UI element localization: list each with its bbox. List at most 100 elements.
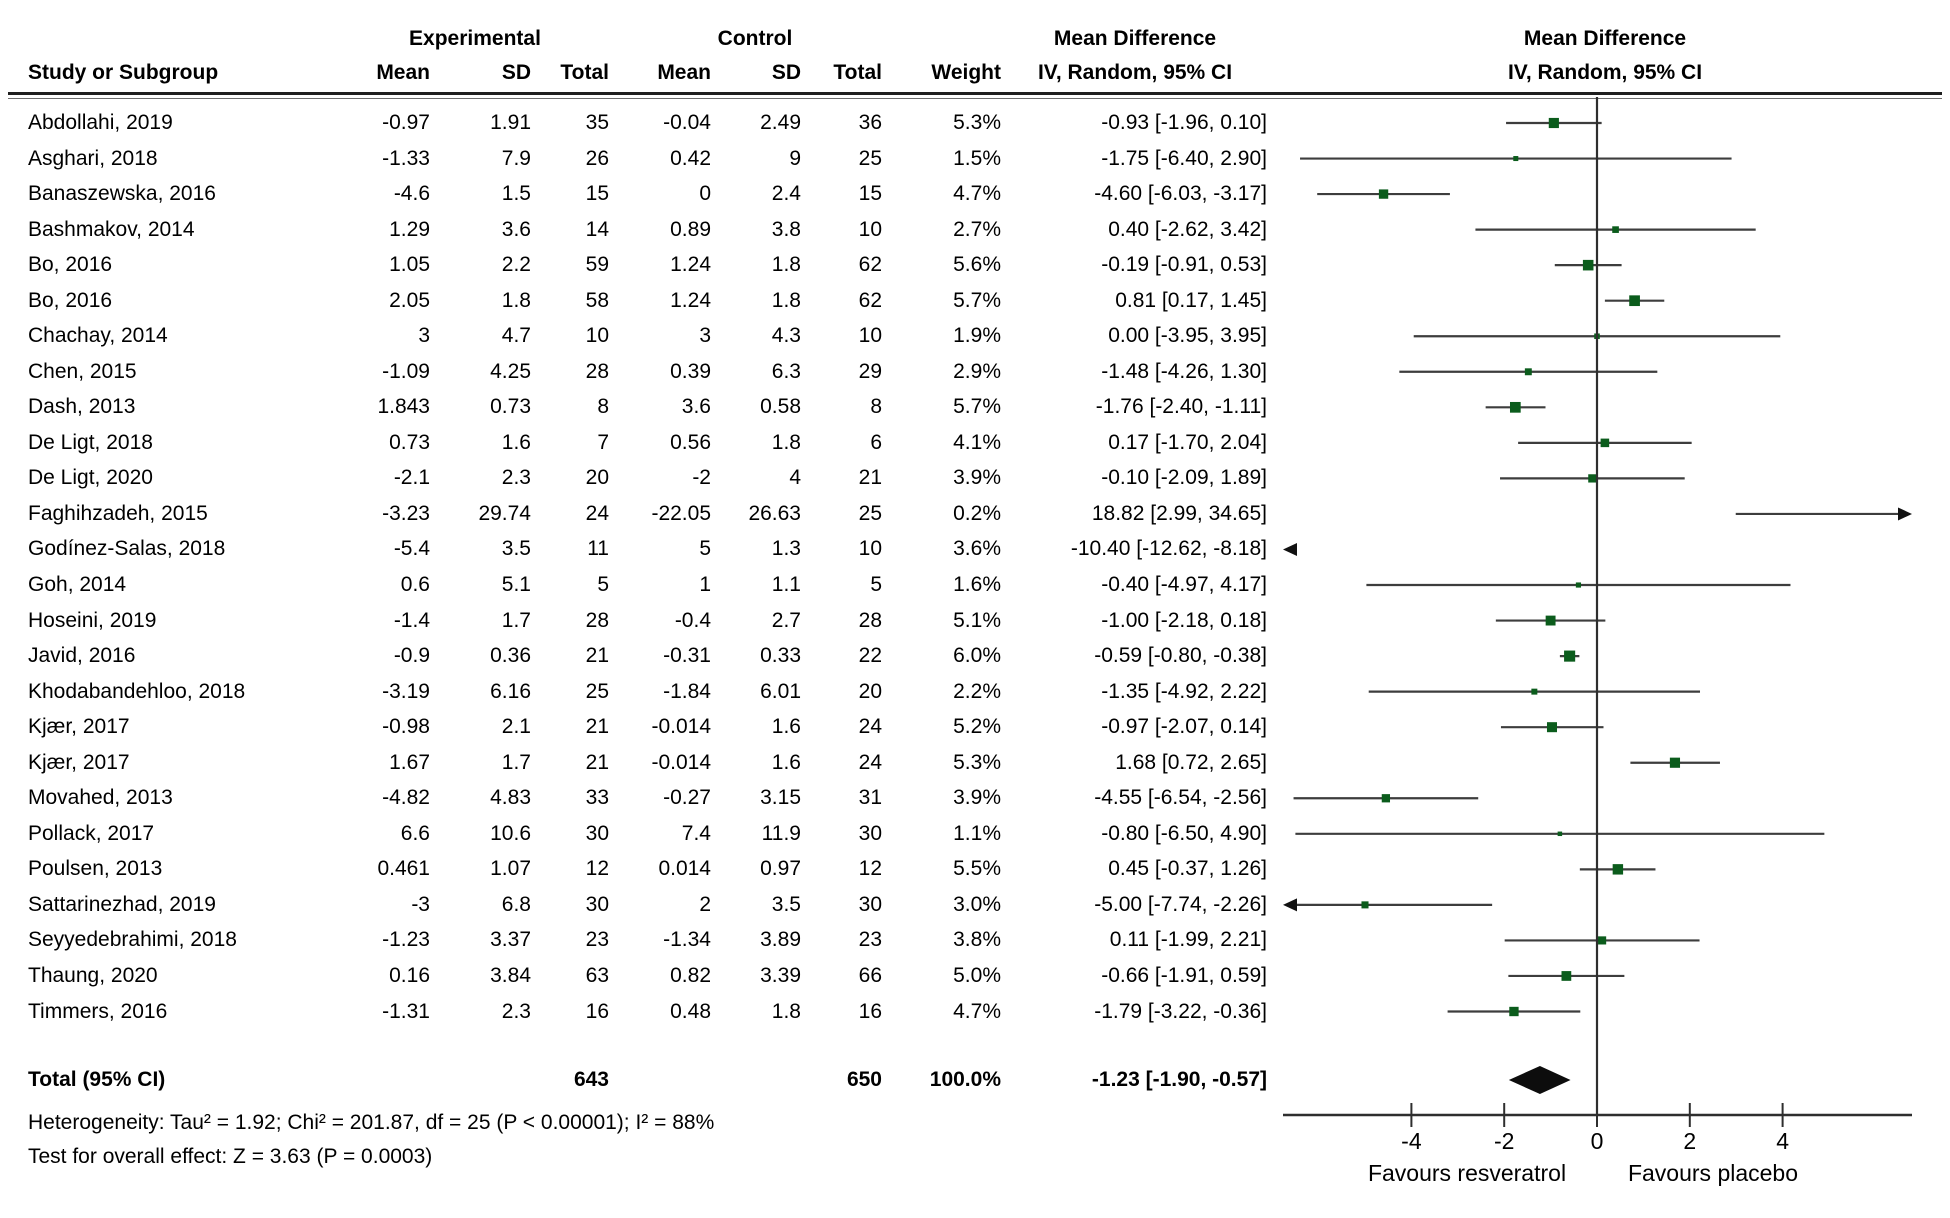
study-weight: 2.7%	[953, 218, 1001, 241]
axis-tick-label: 2	[1683, 1128, 1697, 1154]
study-md: -1.75 [-6.40, 2.90]	[1101, 147, 1267, 170]
study-ctrl-sd: 1.6	[771, 751, 801, 774]
study-name: Godínez-Salas, 2018	[28, 537, 226, 560]
study-ctrl-sd: 1.3	[771, 537, 801, 560]
study-ctrl-sd: 0.33	[760, 644, 801, 667]
study-weight: 3.8%	[953, 928, 1001, 951]
study-name: Movahed, 2013	[28, 786, 173, 809]
study-ctrl-mean: 3.6	[681, 395, 711, 418]
study-ctrl-mean: 0	[699, 182, 711, 205]
study-md: -0.93 [-1.96, 0.10]	[1101, 111, 1267, 134]
study-name: Banaszewska, 2016	[28, 182, 216, 205]
study-name: Hoseini, 2019	[28, 609, 157, 632]
study-exp-sd: 1.7	[501, 751, 531, 774]
study-ctrl-sd: 1.6	[771, 715, 801, 738]
study-exp-mean: -3	[411, 893, 430, 916]
study-name: Bo, 2016	[28, 289, 113, 312]
study-name: Chachay, 2014	[28, 324, 168, 347]
study-ctrl-total: 28	[858, 609, 882, 632]
study-exp-mean: 0.73	[389, 431, 430, 454]
study-md: 0.81 [0.17, 1.45]	[1115, 289, 1267, 312]
study-exp-total: 16	[585, 1000, 609, 1023]
study-ctrl-mean: -0.27	[663, 786, 711, 809]
study-md: 0.11 [-1.99, 2.21]	[1109, 928, 1267, 951]
study-md: -1.00 [-2.18, 0.18]	[1101, 609, 1267, 632]
point-estimate-square	[1378, 189, 1389, 199]
study-weight: 0.2%	[953, 502, 1001, 525]
study-exp-mean: -3.19	[382, 680, 430, 703]
study-ctrl-total: 24	[858, 751, 882, 774]
study-exp-total: 28	[585, 609, 609, 632]
column-header-ctrl-sd: SD	[771, 61, 801, 84]
point-estimate-square	[1598, 936, 1607, 945]
study-ctrl-mean: -0.4	[674, 609, 711, 632]
study-name: Asghari, 2018	[28, 147, 158, 170]
study-ctrl-sd: 3.89	[760, 928, 801, 951]
right-arrow-icon	[1898, 507, 1912, 521]
study-ctrl-sd: 1.8	[771, 1000, 801, 1023]
column-header-exp-mean: Mean	[376, 61, 430, 84]
point-estimate-square	[1545, 615, 1556, 626]
study-ctrl-total: 25	[858, 502, 882, 525]
study-weight: 1.5%	[953, 147, 1001, 170]
study-name: Khodabandehloo, 2018	[28, 680, 246, 703]
point-estimate-square	[1669, 757, 1681, 768]
study-exp-total: 21	[585, 751, 609, 774]
study-ctrl-total: 6	[870, 431, 882, 454]
study-ctrl-sd: 26.63	[748, 502, 801, 525]
study-exp-sd: 1.5	[501, 182, 531, 205]
study-ctrl-mean: 1.24	[670, 289, 711, 312]
study-ctrl-mean: -0.31	[663, 644, 711, 667]
study-ctrl-total: 10	[858, 218, 882, 241]
study-ctrl-total: 24	[858, 715, 882, 738]
study-ctrl-sd: 3.8	[771, 218, 801, 241]
study-weight: 4.7%	[953, 1000, 1001, 1023]
study-weight: 5.3%	[953, 111, 1001, 134]
study-exp-mean: 1.05	[389, 253, 430, 276]
study-exp-sd: 1.6	[501, 431, 531, 454]
study-exp-mean: -1.4	[393, 609, 430, 632]
heterogeneity-stats: Heterogeneity: Tau² = 1.92; Chi² = 201.8…	[28, 1111, 715, 1134]
study-md: -0.97 [-2.07, 0.14]	[1101, 715, 1267, 738]
study-ctrl-mean: 2	[699, 893, 711, 916]
study-name: Kjær, 2017	[28, 715, 130, 738]
study-ctrl-total: 36	[858, 111, 882, 134]
study-exp-total: 63	[585, 964, 609, 987]
study-exp-sd: 3.84	[490, 964, 531, 987]
study-weight: 4.1%	[953, 431, 1001, 454]
column-group-experimental: Experimental	[409, 27, 541, 50]
column-header-ctrl-total: Total	[833, 61, 882, 84]
column-group-control: Control	[717, 27, 793, 50]
study-ctrl-sd: 3.15	[760, 786, 801, 809]
study-exp-mean: -0.98	[382, 715, 430, 738]
study-md: -0.40 [-4.97, 4.17]	[1101, 573, 1267, 596]
study-exp-mean: 1.67	[389, 751, 430, 774]
study-weight: 5.7%	[953, 289, 1001, 312]
study-name: Bo, 2016	[28, 253, 113, 276]
study-exp-mean: -1.09	[382, 360, 430, 383]
study-ctrl-sd: 4.3	[771, 324, 801, 347]
study-exp-sd: 5.1	[501, 573, 531, 596]
study-exp-total: 15	[585, 182, 609, 205]
point-estimate-square	[1548, 117, 1559, 129]
point-estimate-square	[1546, 722, 1558, 733]
point-estimate-square	[1557, 831, 1563, 837]
column-header-iv-random-plot: IV, Random, 95% CI	[1507, 61, 1703, 84]
study-weight: 5.6%	[953, 253, 1001, 276]
point-estimate-square	[1612, 864, 1624, 875]
point-estimate-square	[1564, 650, 1576, 662]
study-weight: 6.0%	[953, 644, 1001, 667]
axis-tick-label: 0	[1590, 1128, 1604, 1154]
study-name: Sattarinezhad, 2019	[28, 893, 216, 916]
study-weight: 1.6%	[953, 573, 1001, 596]
study-md: -4.60 [-6.03, -3.17]	[1094, 182, 1267, 205]
study-exp-total: 24	[585, 502, 609, 525]
study-ctrl-sd: 1.8	[771, 431, 801, 454]
study-exp-sd: 6.8	[501, 893, 531, 916]
study-exp-mean: -2.1	[393, 466, 430, 489]
study-ctrl-total: 10	[858, 324, 882, 347]
study-ctrl-total: 12	[858, 857, 882, 880]
point-estimate-square	[1575, 582, 1582, 588]
study-exp-mean: -4.6	[393, 182, 430, 205]
point-estimate-square	[1629, 295, 1640, 307]
